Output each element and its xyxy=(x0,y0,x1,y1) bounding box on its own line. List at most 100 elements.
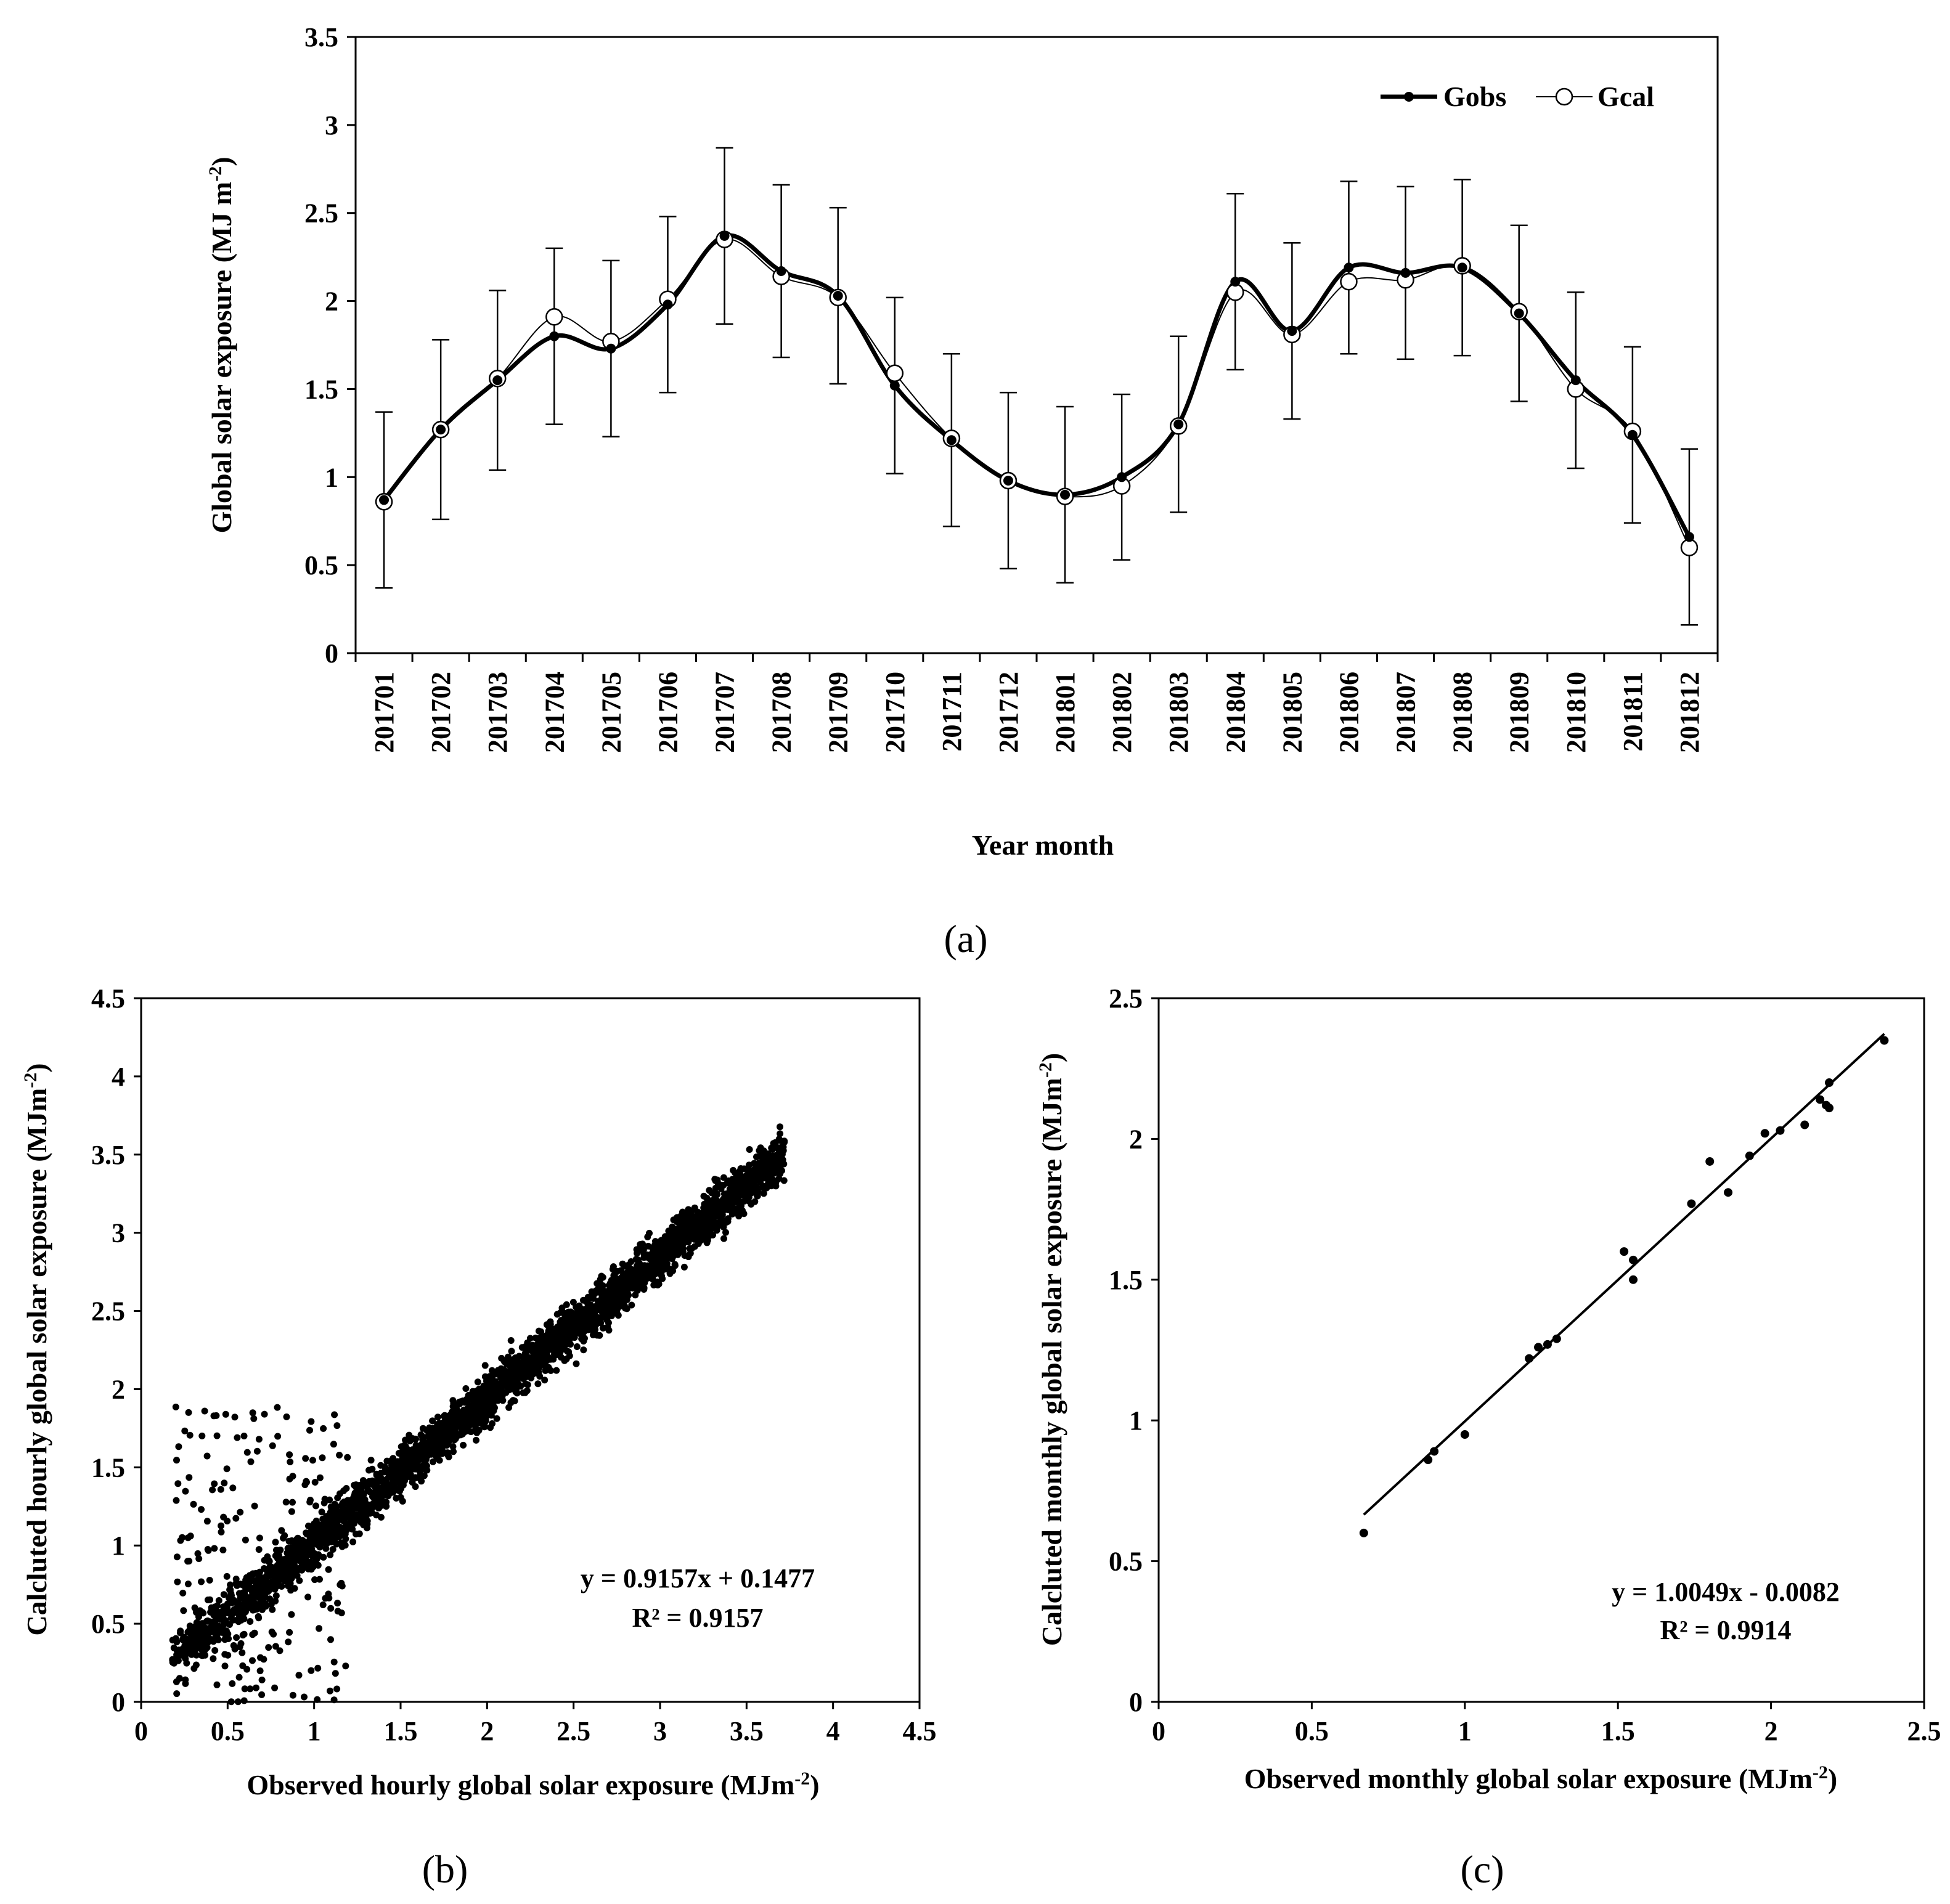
scatter-point xyxy=(338,1502,345,1509)
scatter-point xyxy=(266,1558,273,1565)
scatter-point xyxy=(771,1141,778,1148)
scatter-point xyxy=(327,1551,334,1558)
scatter-point xyxy=(242,1536,249,1544)
scatter-point xyxy=(1824,1104,1834,1113)
x-tick-label: 201808 xyxy=(1448,672,1478,753)
y-tick-label: 1.5 xyxy=(304,374,338,404)
scatter-point xyxy=(318,1508,325,1516)
scatter-point xyxy=(399,1461,406,1468)
scatter-point xyxy=(596,1332,603,1339)
scatter-point xyxy=(708,1189,716,1197)
scatter-point xyxy=(439,1429,446,1436)
scatter-point xyxy=(282,1568,289,1575)
scatter-point xyxy=(206,1577,213,1584)
scatter-point xyxy=(549,1332,557,1340)
scatter-point xyxy=(523,1345,531,1352)
gobs-point xyxy=(1514,308,1524,319)
scatter-point xyxy=(383,1457,391,1465)
scatter-point xyxy=(573,1360,580,1367)
scatter-point xyxy=(617,1290,624,1297)
x-tick-label: 201812 xyxy=(1675,672,1705,753)
scatter-point xyxy=(640,1286,648,1293)
scatter-point xyxy=(255,1546,263,1553)
scatter-point xyxy=(1534,1343,1543,1352)
scatter-point xyxy=(229,1484,237,1492)
gobs-point xyxy=(549,331,560,341)
scatter-point xyxy=(1760,1129,1769,1138)
scatter-point xyxy=(316,1576,323,1583)
scatter-point xyxy=(685,1253,692,1261)
scatter-point xyxy=(278,1527,285,1534)
scatter-point xyxy=(656,1245,663,1252)
scatter-point xyxy=(253,1582,261,1589)
scatter-point xyxy=(407,1450,415,1458)
scatter-point xyxy=(395,1450,402,1457)
scatter-point xyxy=(301,1540,309,1548)
scatter-point xyxy=(175,1443,182,1450)
scatter-point xyxy=(284,1582,292,1590)
gobs-point xyxy=(663,299,673,310)
scatter-point xyxy=(762,1174,770,1182)
scatter-point xyxy=(260,1656,267,1663)
scatter-point xyxy=(659,1275,666,1282)
gcal-point xyxy=(1680,539,1699,556)
scatter-point xyxy=(402,1451,410,1459)
scatter-point xyxy=(181,1427,189,1434)
scatter-point xyxy=(407,1473,415,1480)
chart-b-points xyxy=(169,1123,788,1706)
scatter-point xyxy=(693,1219,700,1226)
scatter-point xyxy=(564,1348,571,1355)
scatter-point xyxy=(1816,1095,1825,1104)
scatter-point xyxy=(221,1479,228,1487)
x-tick-label: 2.5 xyxy=(1907,1716,1941,1746)
scatter-point xyxy=(349,1538,357,1545)
scatter-point xyxy=(327,1523,333,1531)
scatter-point xyxy=(309,1549,316,1556)
chart-c-plot-frame xyxy=(1157,997,1925,1703)
scatter-point xyxy=(1552,1334,1561,1343)
scatter-point xyxy=(1525,1354,1534,1363)
scatter-point xyxy=(344,1497,351,1504)
x-tick-label: 0 xyxy=(1152,1716,1165,1746)
x-tick-label: 201811 xyxy=(1618,672,1648,752)
scatter-point xyxy=(204,1617,211,1624)
scatter-point xyxy=(1543,1340,1552,1349)
scatter-point xyxy=(333,1422,341,1430)
x-tick-label: 2 xyxy=(480,1716,494,1746)
scatter-point xyxy=(247,1458,255,1465)
chart-a-x-axis-label: Year month xyxy=(972,829,1114,861)
scatter-point xyxy=(736,1167,744,1174)
y-tick-label: 0 xyxy=(1129,1687,1143,1717)
scatter-point xyxy=(220,1513,227,1521)
scatter-point xyxy=(409,1456,416,1463)
gobs-point xyxy=(833,291,843,301)
scatter-point xyxy=(316,1474,324,1481)
scatter-point xyxy=(515,1380,522,1388)
scatter-point xyxy=(272,1643,279,1650)
scatter-point xyxy=(231,1414,239,1421)
scatter-point xyxy=(653,1269,660,1277)
scatter-point xyxy=(633,1246,640,1253)
scatter-point xyxy=(249,1657,256,1664)
gobs-point xyxy=(379,495,390,505)
x-tick-label: 201806 xyxy=(1334,672,1364,753)
x-tick-label: 201704 xyxy=(539,672,569,753)
scatter-point xyxy=(243,1449,251,1456)
scatter-point xyxy=(441,1419,449,1426)
scatter-point xyxy=(618,1267,625,1274)
scatter-point xyxy=(720,1235,727,1242)
scatter-point xyxy=(206,1596,213,1603)
scatter-point xyxy=(237,1616,245,1624)
scatter-point xyxy=(237,1508,244,1516)
scatter-point xyxy=(265,1644,272,1651)
y-tick-label: 3.5 xyxy=(91,1140,125,1170)
scatter-point xyxy=(764,1157,771,1165)
scatter-point xyxy=(240,1433,248,1439)
scatter-point xyxy=(288,1537,295,1544)
scatter-point xyxy=(311,1576,319,1584)
scatter-point xyxy=(262,1573,269,1581)
scatter-point xyxy=(305,1523,312,1529)
scatter-point xyxy=(753,1166,760,1174)
scatter-point xyxy=(722,1229,729,1236)
x-tick-label: 201804 xyxy=(1220,672,1250,753)
